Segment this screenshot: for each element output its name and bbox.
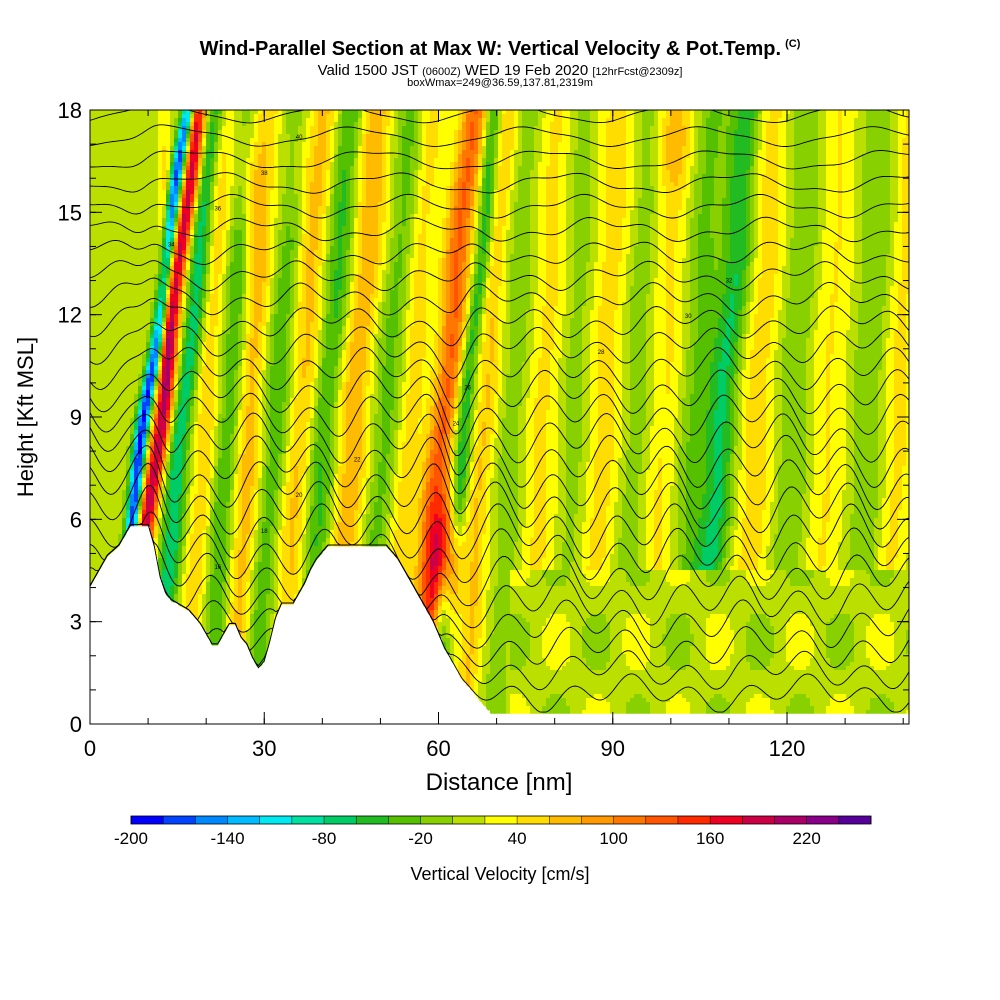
- colorbar-swatch: [549, 816, 582, 824]
- colorbar-tick-label: -200: [114, 829, 148, 848]
- colorbar-swatch: [228, 816, 261, 824]
- y-tick-label: 18: [58, 98, 82, 123]
- y-tick-label: 15: [58, 200, 82, 225]
- theta-contour-label: 18: [261, 529, 268, 535]
- colorbar-label: Vertical Velocity [cm/s]: [410, 864, 589, 884]
- theta-contour-label: 34: [168, 242, 175, 248]
- x-tick-label: 120: [769, 736, 806, 761]
- theta-contour-label: 36: [214, 207, 221, 213]
- y-tick-label: 3: [70, 610, 82, 635]
- theta-contour-label: 40: [296, 135, 303, 141]
- colorbar-swatch: [839, 816, 872, 824]
- y-axis-label: Height [Kft MSL]: [13, 337, 38, 497]
- colorbar-swatch: [292, 816, 325, 824]
- figure: Wind-Parallel Section at Max W: Vertical…: [0, 0, 1000, 1000]
- colorbar-swatch: [485, 816, 518, 824]
- colorbar-tick-label: -20: [408, 829, 433, 848]
- colorbar-swatch: [774, 816, 807, 824]
- chart-svg: 16182022242628303234363840 0 30 60 90 120036…: [0, 0, 1000, 1000]
- x-tick-label: 90: [601, 736, 625, 761]
- colorbar-swatch: [163, 816, 196, 824]
- colorbar-swatch: [388, 816, 421, 824]
- theta-contour-label: 28: [598, 350, 605, 356]
- theta-contour-label: 32: [726, 278, 733, 284]
- colorbar-tick-label: 220: [792, 829, 820, 848]
- velocity-field: [90, 110, 911, 715]
- theta-contour-label: 30: [685, 314, 692, 320]
- colorbar-tick-label: 160: [696, 829, 724, 848]
- x-tick-label: 60: [426, 736, 450, 761]
- colorbar-swatch: [614, 816, 647, 824]
- theta-contour-label: 38: [261, 171, 268, 177]
- y-tick-label: 6: [70, 507, 82, 532]
- colorbar-swatch: [453, 816, 486, 824]
- theta-contour-label: 20: [296, 493, 303, 499]
- colorbar-swatch: [742, 816, 775, 824]
- colorbar-swatch: [646, 816, 679, 824]
- colorbar-swatch: [517, 816, 550, 824]
- colorbar-swatch: [324, 816, 357, 824]
- colorbar-tick-label: 100: [599, 829, 627, 848]
- colorbar: -200 -140 -80 -20 40 100 160 220: [114, 816, 871, 848]
- y-tick-label: 9: [70, 405, 82, 430]
- colorbar-swatch: [710, 816, 743, 824]
- colorbar-swatch: [581, 816, 614, 824]
- colorbar-tick-label: 40: [508, 829, 527, 848]
- colorbar-swatch: [260, 816, 293, 824]
- theta-contour-label: 24: [453, 422, 460, 428]
- x-axis-label: Distance [nm]: [426, 769, 573, 796]
- colorbar-swatch: [807, 816, 840, 824]
- colorbar-swatch: [356, 816, 389, 824]
- y-tick-label: 12: [58, 303, 82, 328]
- colorbar-swatch: [421, 816, 454, 824]
- colorbar-swatch: [678, 816, 711, 824]
- colorbar-tick-label: -80: [312, 829, 337, 848]
- colorbar-swatch: [195, 816, 228, 824]
- x-tick-label: 0: [84, 736, 96, 761]
- x-tick-label: 30: [252, 736, 276, 761]
- colorbar-tick-label: -140: [211, 829, 245, 848]
- theta-contour-label: 16: [214, 565, 221, 571]
- y-tick-label: 0: [70, 712, 82, 737]
- colorbar-swatch: [131, 816, 164, 824]
- theta-contour-label: 22: [354, 457, 361, 463]
- theta-contour-label: 26: [464, 386, 471, 392]
